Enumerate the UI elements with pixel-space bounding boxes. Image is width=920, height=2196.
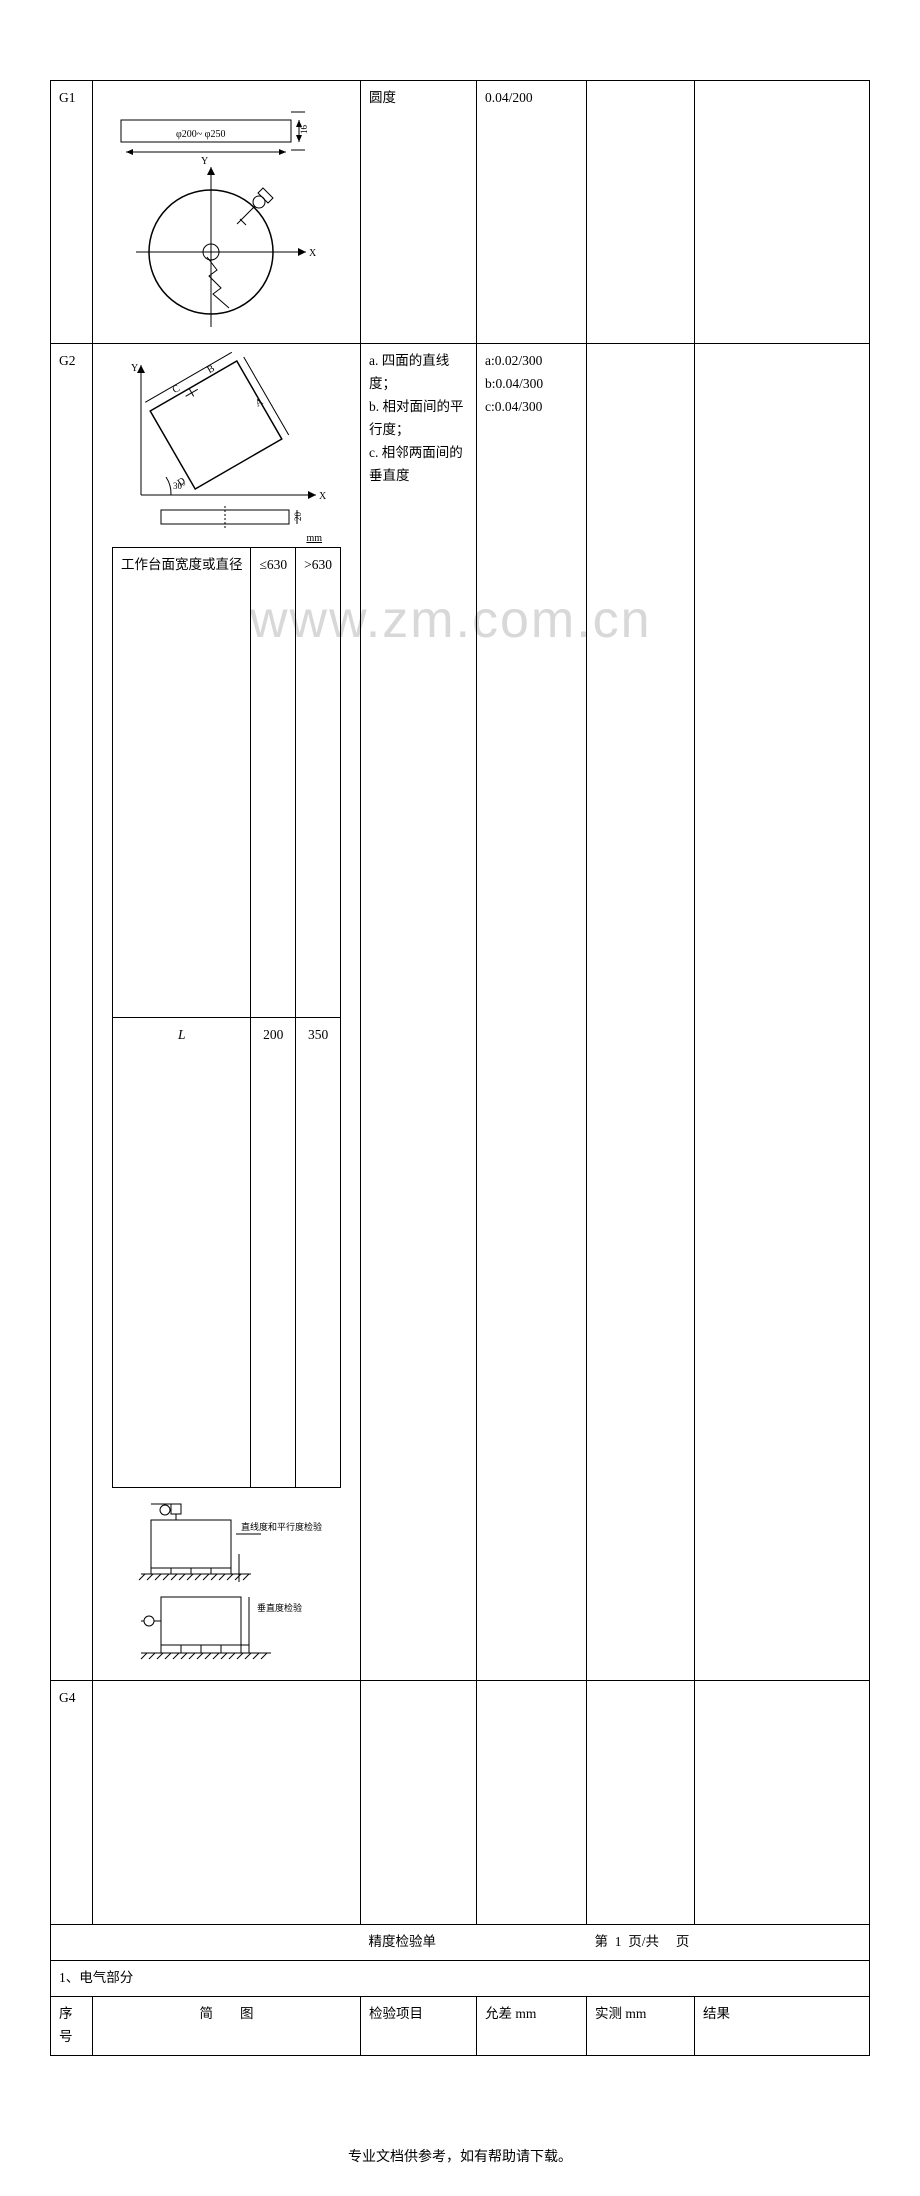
inspection-table: G1 φ200~ φ250 16 bbox=[50, 80, 870, 2056]
table-row-g2: G2 Y X A B C D bbox=[51, 344, 870, 1681]
cell-result bbox=[695, 81, 870, 344]
title-center: 精度检验单 bbox=[361, 1925, 587, 1961]
cell-result bbox=[695, 344, 870, 1681]
svg-text:直线度和平行度检验: 直线度和平行度检验 bbox=[241, 1521, 322, 1532]
table-title-row: 精度检验单 第 1 页/共 页 bbox=[51, 1925, 870, 1961]
cell-item: 圆度 bbox=[361, 81, 477, 344]
cell-id: G4 bbox=[51, 1681, 93, 1925]
svg-text:30°: 30° bbox=[173, 481, 186, 491]
table-subhead-row: 1、电气部分 bbox=[51, 1960, 870, 1996]
cell-measured bbox=[587, 81, 695, 344]
diagram-g2-bottom: 直线度和平行度检验 bbox=[101, 1494, 351, 1674]
header-seq: 序号 bbox=[51, 1996, 93, 2055]
page-footer: 专业文档供参考，如有帮助请下载。 bbox=[0, 2116, 920, 2196]
unit-label: mm bbox=[101, 530, 352, 547]
subhead-cell: 1、电气部分 bbox=[51, 1960, 870, 1996]
header-tol: 允差 mm bbox=[477, 1996, 587, 2055]
cell-tolerance bbox=[477, 1681, 587, 1925]
header-res: 结果 bbox=[695, 1996, 870, 2055]
cell-diagram: φ200~ φ250 16 bbox=[93, 81, 361, 344]
cell-id: G1 bbox=[51, 81, 93, 344]
cell-id: G2 bbox=[51, 344, 93, 1681]
cell-tolerance: a:0.02/300 b:0.04/300 c:0.04/300 bbox=[477, 344, 587, 1681]
svg-text:X: X bbox=[309, 248, 317, 259]
table-row-g4: G4 bbox=[51, 1681, 870, 1925]
svg-text:20: 20 bbox=[293, 512, 303, 522]
svg-text:X: X bbox=[319, 491, 327, 502]
svg-text:Y: Y bbox=[201, 156, 208, 167]
cell-measured bbox=[587, 1681, 695, 1925]
table-header-row: 序号 简 图 检验项目 允差 mm 实测 mm 结果 bbox=[51, 1996, 870, 2055]
title-page: 第 1 页/共 页 bbox=[587, 1925, 870, 1961]
header-meas: 实测 mm bbox=[587, 1996, 695, 2055]
cell-tolerance: 0.04/200 bbox=[477, 81, 587, 344]
cell-item bbox=[361, 1681, 477, 1925]
table-row-g1: G1 φ200~ φ250 16 bbox=[51, 81, 870, 344]
header-diagram: 简 图 bbox=[93, 1996, 361, 2055]
mini-table: 工作台面宽度或直径 ≤630 >630 L 200 350 bbox=[112, 547, 341, 1488]
svg-text:φ200~ φ250: φ200~ φ250 bbox=[176, 129, 225, 140]
cell-item: a. 四面的直线度； b. 相对面间的平行度； c. 相邻两面间的垂直度 bbox=[361, 344, 477, 1681]
cell-result bbox=[695, 1681, 870, 1925]
svg-text:16: 16 bbox=[299, 125, 309, 135]
svg-text:Y: Y bbox=[131, 363, 138, 374]
cell-diagram bbox=[93, 1681, 361, 1925]
svg-text:垂直度检验: 垂直度检验 bbox=[257, 1602, 302, 1613]
diagram-g1: φ200~ φ250 16 bbox=[101, 87, 351, 337]
cell-measured bbox=[587, 344, 695, 1681]
header-item: 检验项目 bbox=[361, 1996, 477, 2055]
cell-diagram: Y X A B C D bbox=[93, 344, 361, 1681]
diagram-g2-top: Y X A B C D bbox=[101, 350, 351, 530]
